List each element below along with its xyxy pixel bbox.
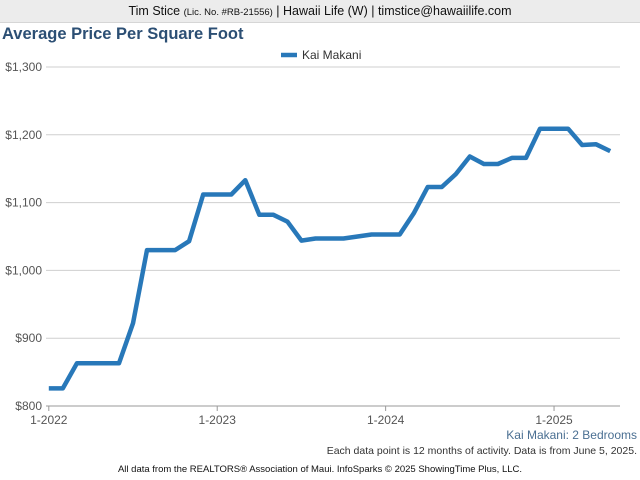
y-tick-label: $1,000 bbox=[5, 263, 42, 277]
gridlines bbox=[46, 66, 620, 339]
series-line bbox=[48, 126, 612, 391]
y-axis: $800 $900 $1,000 $1,100 $1,200 $1,300 bbox=[5, 60, 42, 413]
x-tick-label: 1-2025 bbox=[535, 413, 573, 427]
chart-subtitle: Kai Makani: 2 Bedrooms bbox=[506, 428, 637, 442]
legend: Kai Makani bbox=[281, 48, 361, 62]
license-number: (Lic. No. #RB-21556) bbox=[183, 7, 273, 18]
agency-contact: | Hawaii Life (W) | timstice@hawaiilife.… bbox=[272, 4, 512, 18]
chart-title: Average Price Per Square Foot bbox=[2, 25, 244, 43]
plot-area bbox=[48, 126, 612, 391]
y-tick-label: $1,300 bbox=[5, 60, 42, 74]
y-tick-label: $800 bbox=[15, 399, 42, 413]
y-tick-label: $900 bbox=[15, 331, 42, 345]
source-footer: All data from the REALTORS® Association … bbox=[117, 464, 523, 475]
legend-label: Kai Makani bbox=[302, 48, 361, 62]
x-tick-label: 1-2023 bbox=[199, 413, 237, 427]
x-axis: 1-2022 1-2023 1-2024 1-2025 bbox=[30, 405, 620, 427]
data-note: Each data point is 12 months of activity… bbox=[326, 445, 637, 457]
report-header: Tim Stice (Lic. No. #RB-21556) | Hawaii … bbox=[0, 0, 640, 23]
y-tick-label: $1,100 bbox=[5, 196, 42, 210]
y-tick-label: $1,200 bbox=[5, 128, 42, 142]
agent-name: Tim Stice bbox=[128, 4, 181, 18]
x-tick-label: 1-2024 bbox=[367, 413, 405, 427]
x-tick-label: 1-2022 bbox=[30, 413, 68, 427]
